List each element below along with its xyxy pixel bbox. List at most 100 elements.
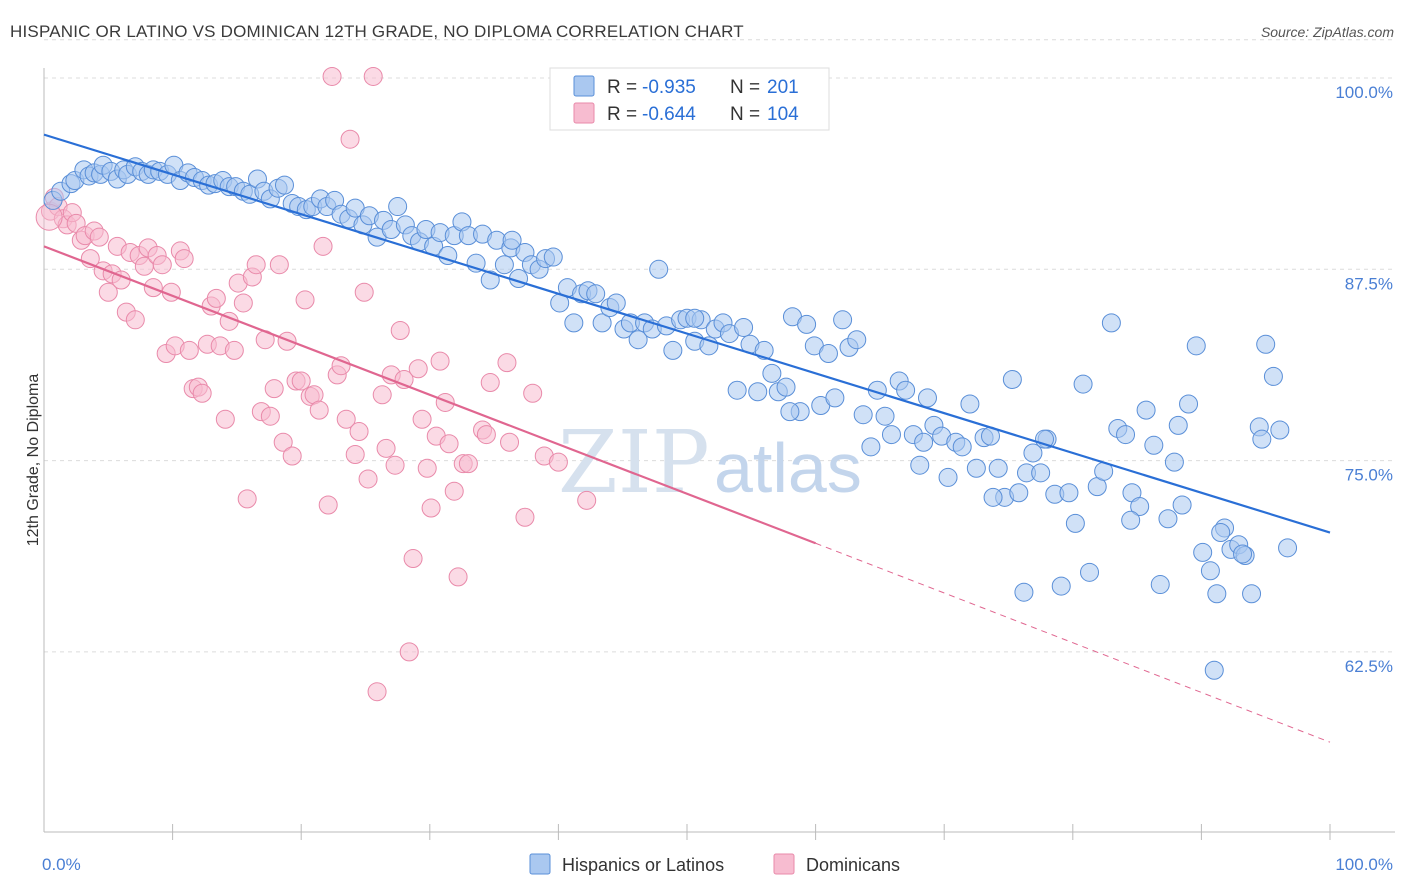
dominican-point: [273, 432, 293, 452]
hispanic-point: [1031, 463, 1051, 483]
hispanic-point: [1130, 497, 1150, 517]
y-tick-labels: 100.0% 87.5% 75.0% 62.5%: [1335, 83, 1393, 676]
hispanic-point: [960, 394, 980, 414]
legend-n-value-2: 104: [767, 104, 799, 125]
legend-swatch-pink: [573, 102, 595, 124]
hispanic-point: [685, 308, 705, 328]
chart-title: HISPANIC OR LATINO VS DOMINICAN 12TH GRA…: [10, 22, 744, 41]
hispanic-point: [896, 380, 916, 400]
dominican-point: [448, 567, 468, 587]
axes: [43, 68, 1395, 840]
dominican-point: [282, 446, 302, 466]
trend-line-dominicans-extension: [815, 542, 1331, 743]
trend-lines: [43, 133, 1331, 743]
dominican-point: [430, 351, 450, 371]
legend-r-value-2: -0.644: [642, 104, 696, 125]
dominican-point: [179, 340, 199, 360]
dominican-point: [125, 310, 145, 330]
dominican-point: [340, 129, 360, 149]
dominican-point: [152, 255, 172, 275]
y-tick-label: 75.0%: [1345, 466, 1393, 485]
hispanic-point: [1179, 394, 1199, 414]
hispanic-point: [780, 402, 800, 422]
hispanic-point: [853, 405, 873, 425]
bottom-legend: Hispanics or Latinos Dominicans: [529, 853, 900, 875]
x-tick-label: 100.0%: [1335, 855, 1393, 874]
dominican-point: [497, 353, 517, 373]
hispanic-point: [1233, 544, 1253, 564]
hispanic-point: [649, 259, 669, 279]
dominican-point: [399, 642, 419, 662]
y-tick-label: 62.5%: [1345, 657, 1393, 676]
hispanic-point: [988, 458, 1008, 478]
dominican-point: [385, 455, 405, 475]
dominican-point: [174, 249, 194, 269]
dominican-point: [408, 359, 428, 379]
source-label: Source: ZipAtlas.com: [1260, 24, 1394, 40]
hispanic-point: [762, 363, 782, 383]
dominican-point: [349, 422, 369, 442]
dominican-point: [269, 255, 289, 275]
y-tick-label: 87.5%: [1345, 274, 1393, 293]
legend-swatch-blue: [573, 75, 595, 97]
bottom-legend-swatch-blue: [529, 853, 551, 875]
hispanic-point: [875, 406, 895, 426]
dominican-point: [439, 434, 459, 454]
dominican-point: [89, 227, 109, 247]
hispanic-point: [1014, 582, 1034, 602]
hispanic-point: [910, 455, 930, 475]
trend-line-hispanics: [43, 133, 1331, 534]
hispanic-point: [1207, 584, 1227, 604]
x-tick-label: 0.0%: [42, 855, 81, 874]
hispanic-point: [734, 317, 754, 337]
bottom-legend-label-1: Hispanics or Latinos: [562, 855, 724, 875]
hispanic-point: [833, 310, 853, 330]
series-hispanics-points: [43, 155, 1298, 680]
dominican-point: [376, 438, 396, 458]
hispanic-point: [1009, 483, 1029, 503]
dominican-point: [372, 385, 392, 405]
dominican-point: [331, 356, 351, 376]
legend-box: [549, 67, 830, 131]
dominican-point: [577, 490, 597, 510]
hispanic-point: [1116, 425, 1136, 445]
hispanic-point: [564, 313, 584, 333]
hispanic-point: [663, 340, 683, 360]
dominican-point: [318, 495, 338, 515]
dominican-point: [515, 507, 535, 527]
dominican-point: [291, 371, 311, 391]
dominican-point: [421, 498, 441, 518]
dominican-point: [313, 236, 333, 256]
hispanic-point: [825, 388, 845, 408]
hispanic-point: [628, 330, 648, 350]
hispanic-point: [797, 314, 817, 334]
dominican-point: [358, 469, 378, 489]
hispanic-point: [274, 175, 294, 195]
hispanic-point: [480, 270, 500, 290]
hispanic-point: [1023, 443, 1043, 463]
hispanic-point: [1059, 483, 1079, 503]
dominican-point: [264, 379, 284, 399]
dominican-point: [548, 452, 568, 472]
hispanic-point: [494, 255, 514, 275]
dominican-point: [390, 321, 410, 341]
hispanic-point: [938, 467, 958, 487]
hispanic-point: [1073, 374, 1093, 394]
dominican-point: [206, 288, 226, 308]
series-dominicans-points: [35, 66, 597, 702]
dominican-point: [412, 409, 432, 429]
dominican-point: [336, 409, 356, 429]
hispanic-point: [1080, 562, 1100, 582]
dominican-point: [192, 383, 212, 403]
hispanic-point: [388, 197, 408, 217]
hispanic-point: [502, 230, 522, 250]
dominican-point: [417, 458, 437, 478]
hispanic-point: [1164, 452, 1184, 472]
dominican-point: [322, 66, 342, 86]
dominican-point: [246, 255, 266, 275]
trend-line-dominicans: [43, 245, 816, 545]
hispanic-point: [543, 247, 563, 267]
hispanic-point: [847, 330, 867, 350]
hispanic-point: [983, 487, 1003, 507]
